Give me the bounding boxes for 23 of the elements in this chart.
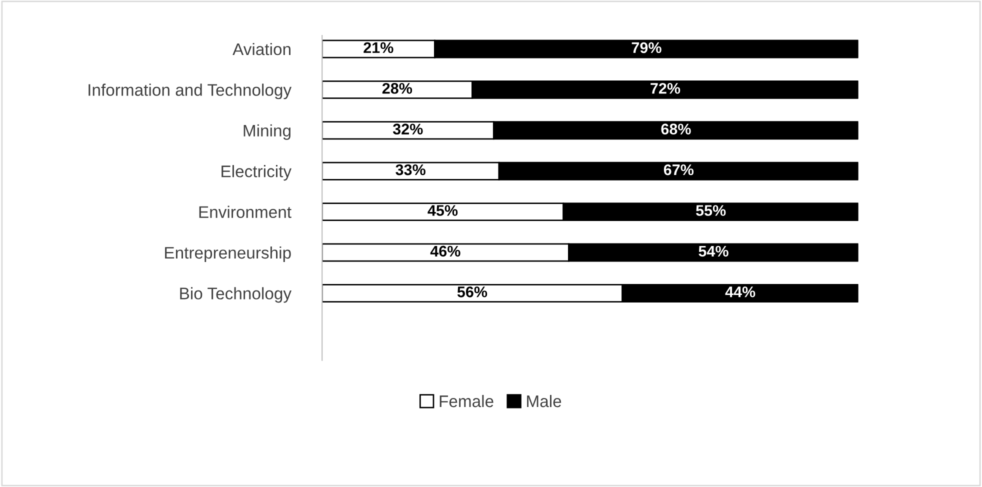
data-label: 21% bbox=[364, 42, 394, 54]
y-tick-label: Information and Technology bbox=[88, 84, 292, 100]
legend-label: Female bbox=[440, 394, 494, 408]
y-tick-label: Bio Technology bbox=[180, 287, 292, 303]
data-label: 33% bbox=[396, 164, 426, 176]
y-tick-label: Electricity bbox=[222, 165, 292, 181]
data-label: 46% bbox=[430, 246, 460, 257]
data-label: 54% bbox=[698, 246, 728, 257]
data-label: 32% bbox=[392, 124, 423, 135]
legend-label: Male bbox=[527, 394, 562, 408]
data-label: 28% bbox=[382, 82, 412, 94]
y-tick-label: Aviation bbox=[232, 42, 290, 56]
data-label: 45% bbox=[428, 205, 458, 216]
y-tick-label: Environment bbox=[199, 206, 292, 218]
data-label: 72% bbox=[650, 82, 680, 94]
data-label: 68% bbox=[661, 124, 691, 134]
data-label: 79% bbox=[632, 42, 662, 54]
y-tick-label: Mining bbox=[244, 124, 290, 140]
data-label: 55% bbox=[696, 205, 726, 216]
y-tick-label: Entrepreneurship bbox=[165, 246, 291, 262]
data-label: 44% bbox=[725, 286, 756, 298]
data-label: 67% bbox=[664, 164, 694, 176]
data-label: 56% bbox=[457, 286, 488, 298]
